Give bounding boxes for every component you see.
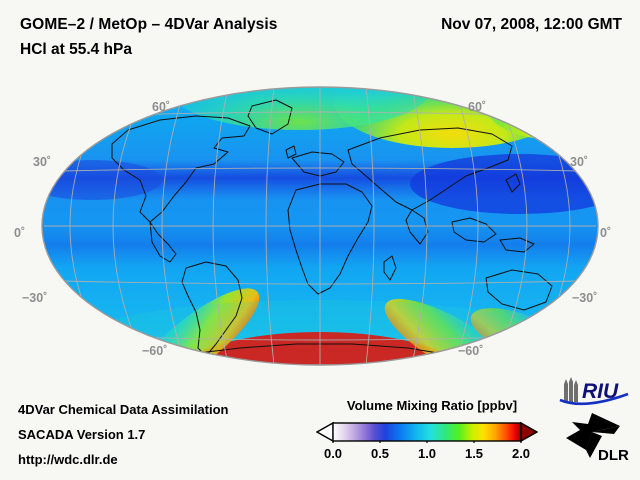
colorbar-ticks <box>332 441 522 443</box>
colorbar-tick-label: 0.5 <box>370 446 390 461</box>
riu-swoosh-icon <box>559 392 629 406</box>
lat-label-60s-right: −60˚ <box>458 344 484 358</box>
footer-line-version: SACADA Version 1.7 <box>18 427 146 442</box>
colorbar-tick-labels: 0.0 0.5 1.0 1.5 2.0 <box>316 446 538 464</box>
map-container: 60˚ 30˚ 0˚ −30˚ −60˚ 60˚ 30˚ 0˚ −30˚ −60… <box>0 72 640 382</box>
lat-label-30n-left: 30˚ <box>33 155 52 169</box>
colorbar-tick-label: 0.0 <box>323 446 343 461</box>
lat-label-60n-left: 60˚ <box>152 100 171 114</box>
colorbar-tick-label: 2.0 <box>511 446 531 461</box>
colorbar-gradient <box>332 422 522 442</box>
colorbar-left-cap <box>315 421 334 443</box>
riu-logo-text: RIU <box>582 380 619 403</box>
footer-line-assimilation: 4DVar Chemical Data Assimilation <box>18 402 229 417</box>
colorbar-svg <box>315 421 539 443</box>
dlr-logo-text: DLR <box>598 447 629 464</box>
dlr-logo: DLR <box>566 413 629 464</box>
colorbar-tick-label: 1.5 <box>464 446 484 461</box>
timestamp-label: Nov 07, 2008, 12:00 GMT <box>441 16 622 33</box>
colorbar-right-cap <box>520 421 539 443</box>
lat-label-30s-right: −30˚ <box>572 291 598 305</box>
lat-label-0-right: 0˚ <box>600 226 612 240</box>
lat-label-30s-left: −30˚ <box>22 291 48 305</box>
colorbar <box>315 421 539 443</box>
footer-line-url[interactable]: http://wdc.dlr.de <box>18 452 118 467</box>
globe-outline <box>41 86 599 366</box>
dlr-mark-icon <box>566 413 620 458</box>
riu-logo: RIU <box>559 377 629 406</box>
scalar-field <box>42 87 598 365</box>
colorbar-title: Volume Mixing Ratio [ppbv] <box>346 398 518 413</box>
page-title: GOME–2 / MetOp – 4DVar Analysis <box>20 16 278 33</box>
mollweide-map <box>41 86 599 366</box>
page-subtitle: HCl at 55.4 hPa <box>20 41 132 58</box>
lat-label-60s-left: −60˚ <box>142 344 168 358</box>
riu-tower-icon <box>564 377 578 402</box>
colorbar-tick-label: 1.0 <box>417 446 437 461</box>
lat-label-60n-right: 60˚ <box>468 100 487 114</box>
lat-label-0-left: 0˚ <box>14 226 26 240</box>
coastlines <box>111 99 581 365</box>
lat-label-30n-right: 30˚ <box>570 155 589 169</box>
